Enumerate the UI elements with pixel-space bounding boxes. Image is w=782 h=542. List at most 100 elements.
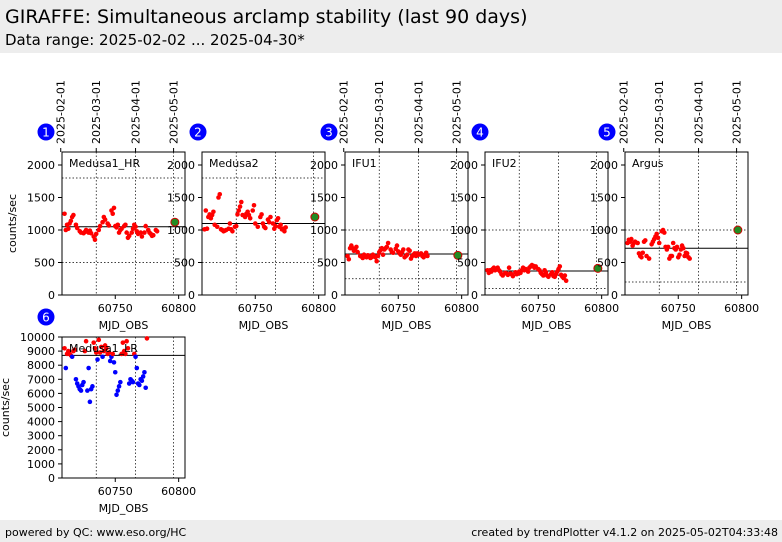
data-point: [93, 350, 99, 355]
data-point: [394, 243, 400, 248]
panel-label: IFU1: [352, 157, 377, 170]
latest-point: [310, 212, 320, 222]
data-point: [140, 374, 146, 379]
data-point: [656, 240, 662, 246]
panel-5: Argus 60750 60800 MJD_OBS 0 500 1000 1500 2000 20…: [590, 80, 759, 332]
panel-3: IFU1 60750 60800 MJD_OBS 0 500 1000 1500 2000 202…: [310, 80, 479, 332]
data-point: [102, 217, 108, 222]
page-subtitle: Data range: 2025-02-02 ... 2025-04-30*: [5, 31, 305, 49]
data-point: [259, 212, 264, 217]
data-point: [62, 211, 67, 217]
x-tick-label: 60800: [161, 485, 196, 498]
data-point: [83, 338, 89, 344]
data-point: [130, 379, 136, 385]
data-point: [112, 369, 118, 375]
data-point: [62, 345, 67, 351]
x-tick-label: 60800: [161, 302, 196, 315]
data-point: [71, 212, 76, 218]
x-axis-label: MJD_OBS: [662, 319, 712, 332]
x-tick-label: 60750: [661, 302, 696, 315]
date-tick-label: 2025-04-01: [413, 80, 426, 144]
footer-right-text: created by trendPlotter v4.1.2 on 2025-0…: [471, 526, 778, 539]
data-point: [278, 222, 283, 228]
data-point: [549, 269, 555, 275]
x-tick-label: 60750: [98, 302, 133, 315]
data-point: [642, 238, 648, 243]
data-point: [120, 340, 126, 345]
y-tick-label: 1000: [27, 224, 55, 237]
data-point: [111, 360, 117, 365]
data-point: [211, 209, 216, 215]
date-tick-label: 2025-03-01: [90, 80, 103, 144]
y-tick-label: 500: [457, 257, 478, 270]
data-point: [263, 225, 268, 231]
x-axis-label: MJD_OBS: [522, 319, 572, 332]
data-point: [635, 240, 640, 246]
data-point: [133, 224, 138, 230]
y-tick-label: 6000: [27, 387, 55, 400]
data-point: [401, 247, 406, 252]
data-point: [670, 240, 676, 246]
y-tick-label: 2000: [167, 159, 195, 172]
panel-label: Medusa2: [209, 157, 259, 170]
data-point: [273, 223, 278, 229]
data-point: [116, 384, 122, 389]
data-point: [66, 226, 71, 231]
data-point: [69, 354, 75, 360]
y-tick-label: 500: [597, 257, 618, 270]
data-point: [118, 379, 123, 385]
data-point: [92, 345, 98, 351]
data-point: [139, 234, 145, 239]
data-point: [629, 236, 634, 242]
data-point: [681, 245, 686, 251]
data-point: [275, 216, 281, 221]
panel-number: 3: [325, 126, 333, 140]
panel-number-badge: [37, 123, 55, 141]
y-tick-label: 2000: [590, 159, 618, 172]
date-tick-label: 2025-02-01: [338, 80, 351, 144]
x-tick-label: 60750: [521, 302, 556, 315]
data-point: [214, 224, 220, 230]
y-tick-label: 0: [48, 472, 55, 485]
data-point: [143, 223, 148, 229]
latest-point: [733, 225, 743, 235]
y-tick-label: 500: [317, 257, 338, 270]
data-point: [255, 224, 261, 230]
data-point: [88, 230, 94, 236]
data-point: [252, 221, 258, 226]
y-tick-label: 2000: [27, 159, 55, 172]
y-tick-label: 0: [611, 289, 618, 302]
data-point: [110, 211, 116, 217]
data-point: [251, 203, 257, 208]
date-tick-label: 2025-04-01: [693, 80, 706, 144]
data-point: [86, 365, 91, 371]
data-point: [126, 233, 132, 239]
data-point: [97, 223, 103, 229]
y-tick-label: 4000: [27, 416, 55, 429]
panel-label: Medusa1_HR: [69, 157, 140, 170]
data-point: [268, 214, 273, 220]
latest-point: [170, 217, 180, 227]
y-tick-label: 0: [331, 289, 338, 302]
y-tick-label: 1500: [310, 192, 338, 205]
data-point: [114, 392, 119, 398]
data-point: [144, 336, 150, 341]
data-point: [110, 351, 116, 357]
y-tick-label: 2000: [310, 159, 338, 172]
data-point: [150, 232, 156, 238]
data-point: [95, 357, 100, 362]
data-point: [134, 365, 140, 371]
data-point: [204, 226, 210, 231]
data-point: [654, 231, 660, 237]
data-point: [96, 337, 102, 343]
data-point: [154, 229, 160, 234]
data-point: [81, 379, 86, 385]
data-point: [96, 227, 102, 233]
data-point: [684, 251, 690, 256]
panel-number-badge: [189, 123, 207, 141]
data-point: [97, 350, 103, 355]
date-tick-label: 2025-05-01: [168, 80, 181, 144]
data-point: [106, 223, 112, 228]
data-point: [239, 199, 244, 205]
